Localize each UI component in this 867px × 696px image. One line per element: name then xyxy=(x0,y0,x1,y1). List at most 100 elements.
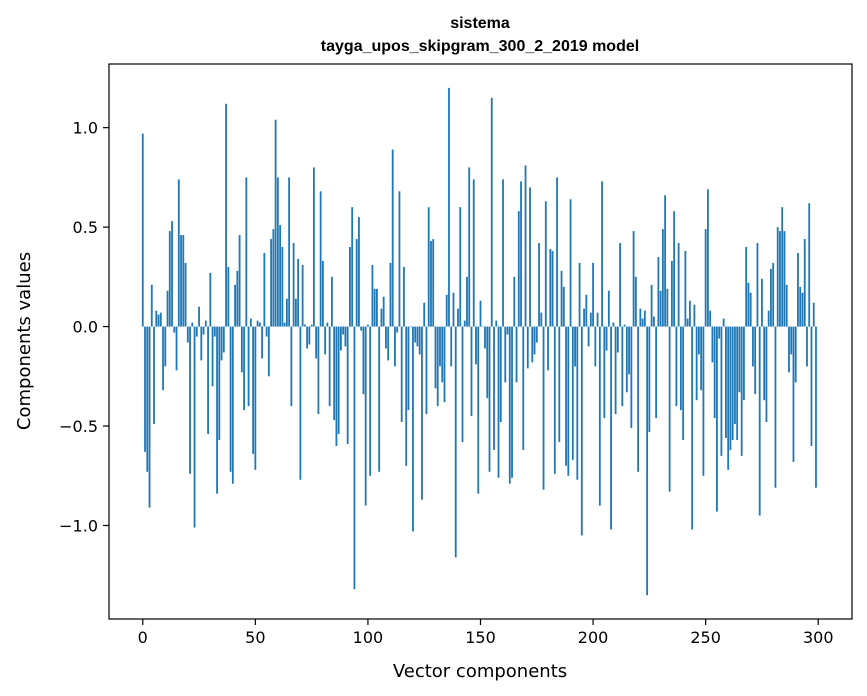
bar xyxy=(504,326,507,383)
bar xyxy=(288,177,291,327)
bar xyxy=(452,292,455,327)
bar xyxy=(776,227,779,327)
bar xyxy=(790,326,793,355)
bar xyxy=(713,326,716,419)
bar xyxy=(488,326,491,472)
bar xyxy=(612,322,615,327)
bar xyxy=(294,298,297,327)
bar xyxy=(213,326,216,337)
bar xyxy=(808,203,811,327)
bar xyxy=(292,243,295,327)
bar xyxy=(812,302,815,327)
bar xyxy=(153,326,155,425)
bar xyxy=(535,326,538,343)
bar xyxy=(371,264,374,327)
bar xyxy=(407,326,410,411)
bar xyxy=(655,326,658,419)
bar xyxy=(513,276,516,327)
bar xyxy=(558,326,561,442)
bar xyxy=(565,326,567,466)
bar xyxy=(472,179,475,327)
bar xyxy=(267,326,270,377)
bar xyxy=(758,326,761,516)
bar xyxy=(387,326,390,361)
bar xyxy=(396,326,399,333)
bar xyxy=(398,191,401,327)
bar xyxy=(511,326,513,478)
bar xyxy=(439,326,441,367)
bar xyxy=(506,326,509,335)
y-tick-label: 0.5 xyxy=(73,218,98,237)
bar xyxy=(229,326,232,472)
bar xyxy=(380,308,383,327)
bar xyxy=(664,195,667,327)
bar xyxy=(240,326,243,373)
bar xyxy=(544,201,547,327)
bar xyxy=(432,239,435,327)
bar xyxy=(657,256,660,327)
x-tick-label: 250 xyxy=(690,628,721,647)
bar xyxy=(144,326,146,452)
bar xyxy=(508,326,511,484)
bar xyxy=(477,326,480,494)
bar xyxy=(738,326,741,393)
bar xyxy=(531,326,534,363)
bar xyxy=(200,326,203,361)
bar xyxy=(666,288,669,327)
bar xyxy=(725,326,727,438)
bar xyxy=(466,276,468,327)
bar xyxy=(792,326,795,462)
bar xyxy=(797,252,799,327)
bar xyxy=(306,326,309,349)
bar xyxy=(324,326,327,355)
bar xyxy=(522,326,525,450)
bar xyxy=(682,326,685,440)
bar xyxy=(538,243,540,327)
bar xyxy=(794,326,797,383)
bar xyxy=(301,264,304,327)
bar xyxy=(234,284,236,327)
bar xyxy=(159,312,162,327)
bar xyxy=(459,207,462,327)
bar xyxy=(803,239,806,327)
bar xyxy=(360,326,363,331)
bar xyxy=(303,324,306,327)
bar xyxy=(146,326,149,472)
bar xyxy=(155,310,158,327)
bar xyxy=(718,326,721,339)
bar xyxy=(333,326,336,421)
bar xyxy=(779,231,781,327)
bar xyxy=(261,326,263,359)
x-tick-label: 50 xyxy=(245,628,265,647)
bar xyxy=(578,262,581,327)
bar xyxy=(421,326,423,500)
bar xyxy=(614,326,617,415)
bar xyxy=(207,326,209,434)
bar xyxy=(252,326,254,454)
bar xyxy=(587,326,590,347)
bar xyxy=(358,217,360,327)
x-tick-label: 300 xyxy=(803,628,834,647)
bar xyxy=(247,326,250,407)
bar xyxy=(436,326,439,407)
bar xyxy=(630,326,633,429)
plot-area-frame xyxy=(108,63,853,620)
bar xyxy=(209,272,212,327)
bar xyxy=(218,326,221,440)
bar xyxy=(551,250,554,327)
bar xyxy=(720,326,723,456)
bar xyxy=(486,326,489,399)
bar xyxy=(702,326,705,476)
bar xyxy=(279,225,282,327)
bar xyxy=(394,326,396,367)
bar xyxy=(641,318,644,327)
bar xyxy=(270,239,273,327)
bar xyxy=(562,286,565,327)
bar xyxy=(749,292,752,327)
bar xyxy=(740,326,743,456)
x-axis-label: Vector components xyxy=(393,661,567,682)
bar xyxy=(673,211,676,327)
y-tick-label: 1.0 xyxy=(73,119,98,138)
bar xyxy=(704,229,707,327)
